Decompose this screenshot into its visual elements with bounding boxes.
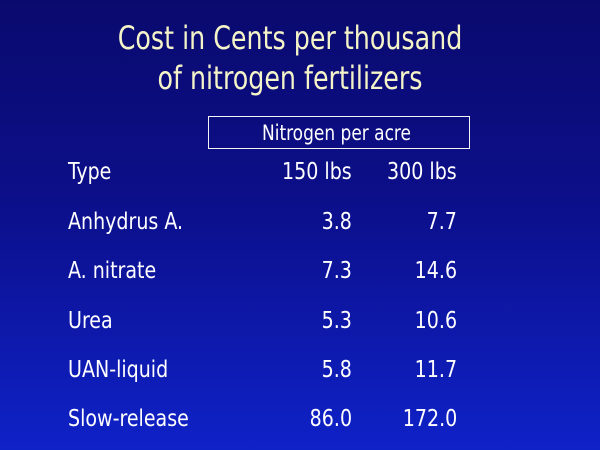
- row-300-cell: 11.7: [414, 357, 457, 383]
- row-300-cell: 14.6: [414, 258, 457, 284]
- row-300-cell: 7.7: [426, 209, 457, 235]
- row-type-cell: Urea: [68, 308, 113, 334]
- row-150-cell: 5.3: [321, 308, 352, 334]
- row-150-cell: 7.3: [321, 258, 352, 284]
- title-line-1: Cost in Cents per thousand: [117, 19, 463, 57]
- row-type-cell: UAN-liquid: [68, 357, 169, 383]
- slide-title: Cost in Cents per thousand of nitrogen f…: [35, 18, 545, 98]
- row-type-cell: Slow-release: [68, 406, 189, 432]
- nitrogen-header-label: Nitrogen per acre: [262, 121, 411, 145]
- row-type-cell: A. nitrate: [68, 258, 157, 284]
- row-300-cell: 10.6: [414, 308, 457, 334]
- row-300-cell: 172.0: [402, 406, 457, 432]
- row-150-cell: 5.8: [321, 357, 352, 383]
- column-header-300-lbs: 300 lbs: [387, 159, 457, 185]
- row-150-cell: 3.8: [321, 209, 352, 235]
- nitrogen-header-box: [208, 116, 470, 149]
- row-150-cell: 86.0: [309, 406, 352, 432]
- title-line-2: of nitrogen fertilizers: [157, 59, 423, 97]
- row-type-cell: Anhydrus A.: [68, 209, 184, 235]
- column-header-150-lbs: 150 lbs: [282, 159, 352, 185]
- column-header-type: Type: [68, 159, 112, 185]
